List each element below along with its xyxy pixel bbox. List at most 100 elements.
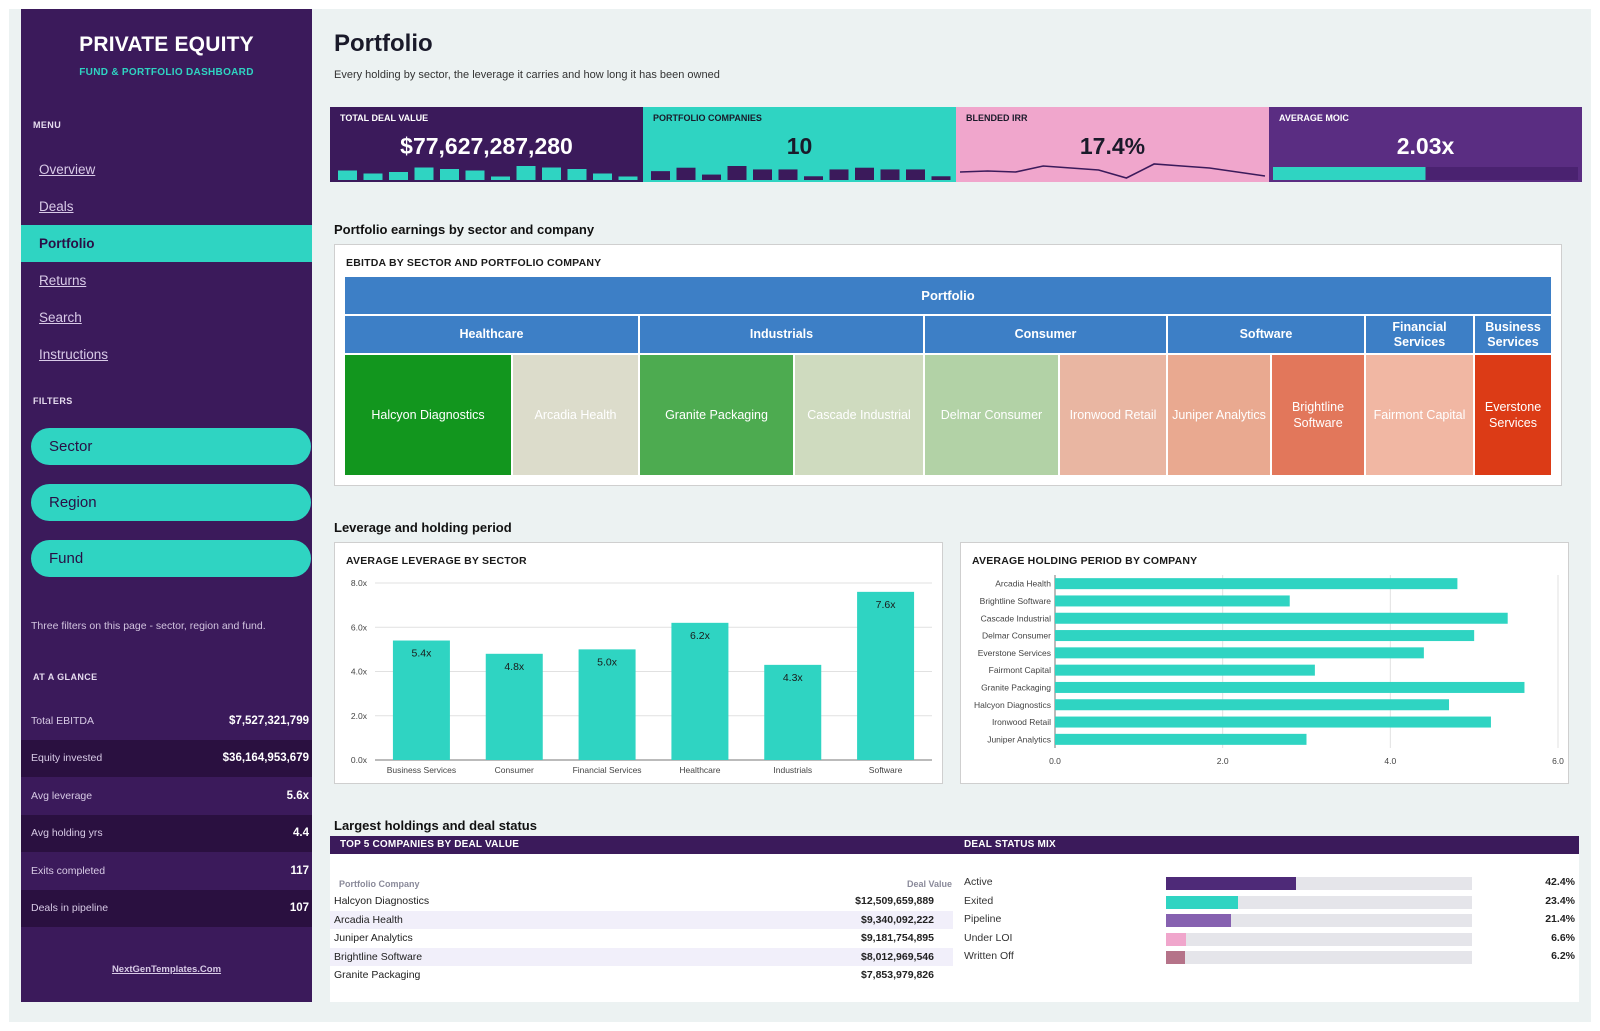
table-row[interactable]: Granite Packaging $7,853,979,826 [330, 966, 953, 984]
glance-heading: AT A GLANCE [33, 672, 98, 682]
status-percent: 6.2% [1551, 950, 1575, 962]
table-row[interactable]: Arcadia Health $9,340,092,222 [330, 910, 953, 929]
company-name: Halcyon Diagnostics [334, 895, 430, 907]
status-bar-fill [1166, 932, 1187, 946]
glance-value: $36,164,953,679 [222, 752, 309, 764]
y-tick-label: 0.0x [351, 755, 368, 765]
filter-fund[interactable]: Fund [31, 540, 311, 577]
table-row[interactable]: Brightline Software $8,012,969,546 [330, 947, 953, 966]
spark-bar [593, 173, 612, 180]
bar-data-label: 5.0x [597, 656, 618, 668]
glance-row-equity-invested: Equity invested $36,164,953,679 [21, 739, 312, 777]
treemap-sector-consumer[interactable]: Consumer [925, 316, 1166, 353]
glance-label: Equity invested [31, 752, 103, 764]
spark-bar [651, 171, 670, 180]
glance-row-deals-in-pipeline: Deals in pipeline 107 [21, 889, 312, 927]
x-tick-label: 4.0 [1384, 756, 1396, 766]
glance-label: Deals in pipeline [31, 902, 109, 914]
spark-bar [676, 167, 696, 180]
y-tick-label: 2.0x [351, 711, 368, 721]
treemap-company-halcyon-diagnostics[interactable]: Halcyon Diagnostics [345, 355, 511, 475]
treemap-company-arcadia-health[interactable]: Arcadia Health [513, 355, 638, 475]
kpi-total-deal-value: TOTAL DEAL VALUE $77,627,287,280 [330, 107, 643, 182]
filter-sector[interactable]: Sector [31, 428, 311, 465]
y-tick-label: Juniper Analytics [987, 734, 1051, 744]
treemap-company-fairmont-capital[interactable]: Fairmont Capital [1366, 355, 1473, 475]
spark-bar [542, 167, 561, 180]
kpi-label: BLENDED IRR [966, 113, 1028, 123]
filter-region[interactable]: Region [31, 484, 311, 521]
bar-arcadia-health [1055, 578, 1458, 590]
sidebar-item-returns[interactable]: Returns [39, 273, 87, 288]
treemap-sector-healthcare[interactable]: Healthcare [345, 316, 638, 353]
spark-bar [618, 176, 638, 180]
bar-delmar-consumer [1055, 630, 1475, 642]
status-percent: 6.6% [1551, 931, 1575, 944]
sidebar-item-instructions[interactable]: Instructions [39, 347, 109, 362]
glance-value: $7,527,321,799 [229, 714, 309, 727]
footer-link[interactable]: NextGenTemplates.Com [111, 964, 222, 975]
treemap-company-everstone-services[interactable]: Everstone Services [1475, 355, 1551, 475]
x-tick-label: Financial Services [573, 765, 642, 775]
kpi-sparkline [651, 166, 951, 180]
kpi-value: $77,627,287,280 [400, 133, 573, 159]
treemap-company-ironwood-retail[interactable]: Ironwood Retail [1060, 355, 1166, 475]
bar-data-label: 5.4x [411, 648, 432, 660]
y-tick-label: Delmar Consumer [982, 631, 1051, 641]
spark-bar [702, 174, 721, 180]
spark-bar [931, 176, 951, 180]
deal-value: $12,509,659,889 [855, 895, 934, 907]
kpi-value: 2.03x [1396, 133, 1455, 159]
y-tick-label: Everstone Services [978, 648, 1051, 658]
spark-bar [389, 172, 408, 180]
kpi-label: TOTAL DEAL VALUE [340, 113, 429, 123]
treemap-company-granite-packaging[interactable]: Granite Packaging [640, 355, 793, 475]
treemap-sector-financial-services[interactable]: Financial Services [1366, 316, 1473, 353]
bar-industrials [764, 664, 822, 760]
y-tick-label: 4.0x [351, 667, 368, 677]
treemap-company-juniper-analytics[interactable]: Juniper Analytics [1168, 355, 1270, 475]
glance-row-avg-leverage: Avg leverage 5.6x [21, 777, 312, 814]
company-name: Brightline Software [334, 950, 423, 963]
glance-label: Total EBITDA [31, 714, 95, 727]
progress-fill [1273, 167, 1426, 180]
x-tick-label: Business Services [387, 765, 456, 775]
table-row[interactable]: Halcyon Diagnostics $12,509,659,889 [330, 892, 953, 910]
treemap-sector-software[interactable]: Software [1168, 316, 1364, 353]
status-percent: 21.4% [1545, 913, 1575, 925]
status-label: Under LOI [964, 931, 1013, 944]
glance-row-avg-holding-yrs: Avg holding yrs 4.4 [21, 814, 312, 852]
status-bar-track [1166, 877, 1472, 890]
treemap-company-brightline-software[interactable]: Brightline Software [1272, 355, 1364, 475]
status-row-active: Active 42.4% [960, 874, 1579, 892]
spark-bar [363, 173, 383, 180]
treemap-company-cascade-industrial[interactable]: Cascade Industrial [795, 355, 923, 475]
sidebar-item-search[interactable]: Search [39, 310, 82, 325]
treemap-company-delmar-consumer[interactable]: Delmar Consumer [925, 355, 1058, 475]
bar-cascade-industrial [1055, 612, 1508, 624]
bar-everstone-services [1055, 647, 1424, 659]
spark-bar [906, 169, 925, 180]
sidebar-item-overview[interactable]: Overview [39, 162, 96, 177]
status-bar-track [1166, 951, 1472, 964]
company-name: Arcadia Health [334, 913, 403, 926]
sidebar-item-portfolio[interactable]: Portfolio [21, 225, 312, 262]
table-row[interactable]: Juniper Analytics $9,181,754,895 [330, 929, 953, 947]
y-tick-label: 8.0x [351, 578, 368, 588]
y-tick-label: Brightline Software [980, 596, 1052, 606]
kpi-sparkline [338, 166, 638, 180]
holding-chart-panel: AVERAGE HOLDING PERIOD BY COMPANY 0.0 2.0… [960, 542, 1569, 784]
spark-bar [829, 169, 849, 180]
treemap-root[interactable]: Portfolio [345, 277, 1551, 314]
spark-bar [753, 169, 772, 180]
sidebar-item-deals[interactable]: Deals [39, 199, 74, 214]
glance-row-total-ebitda: Total EBITDA $7,527,321,799 [21, 702, 312, 739]
spark-bar [440, 169, 459, 180]
holding-bar-chart: 0.0 2.0 4.0 6.0 Arcadia Health Brightline Sof… [974, 575, 1564, 766]
top5-title: TOP 5 COMPANIES BY DEAL VALUE [340, 839, 520, 850]
x-tick-label: Healthcare [679, 765, 720, 775]
treemap-sector-industrials[interactable]: Industrials [640, 316, 923, 353]
treemap-sector-business-services[interactable]: Business Services [1475, 316, 1551, 353]
bottom-header-band [330, 836, 1579, 854]
x-tick-label: 6.0 [1552, 756, 1564, 766]
